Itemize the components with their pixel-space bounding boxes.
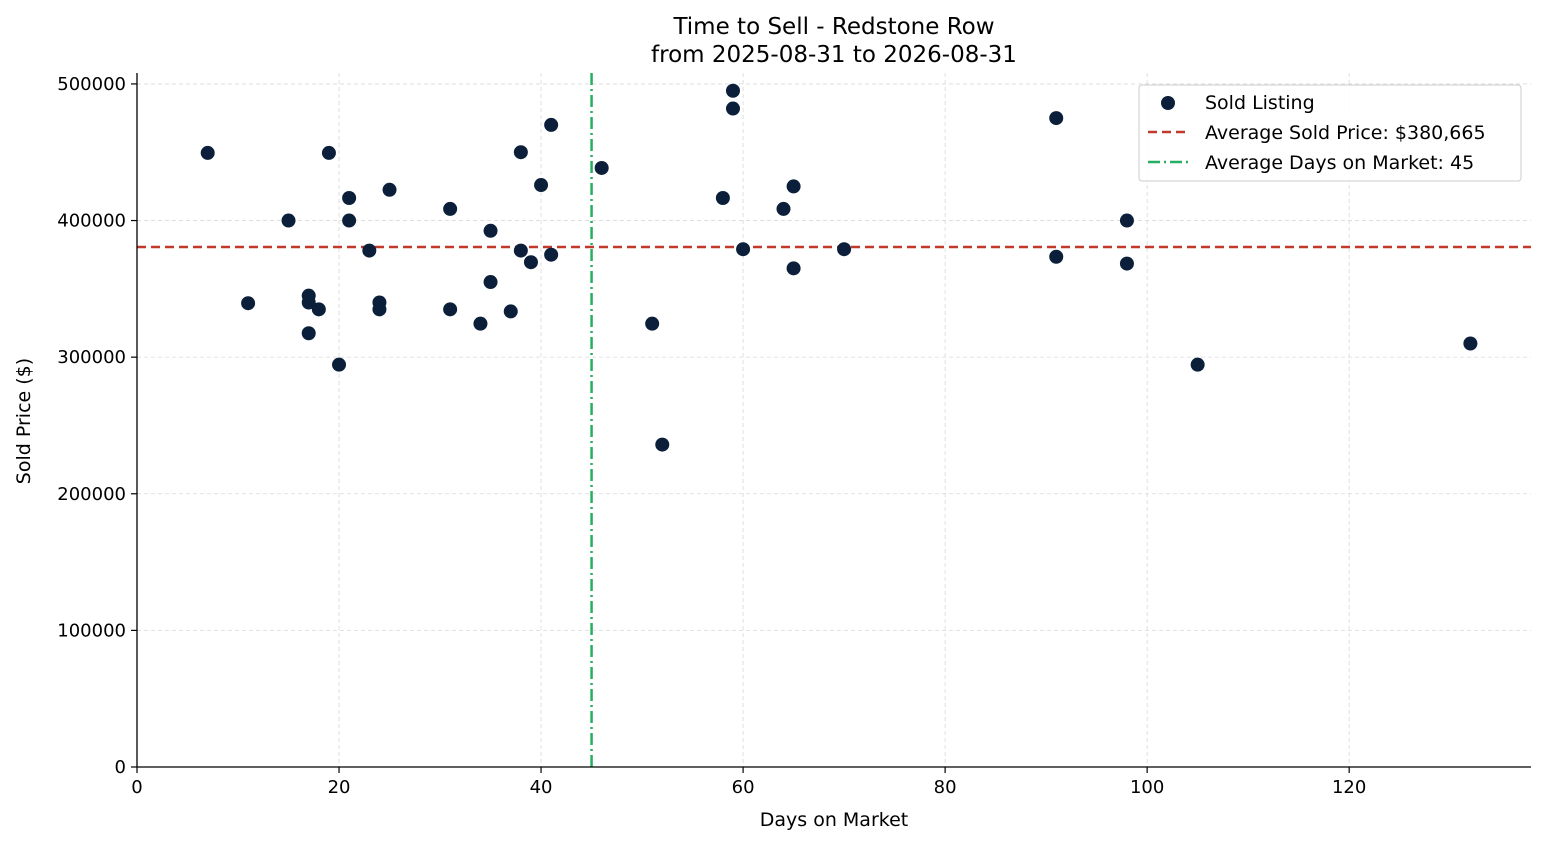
- data-point: [544, 247, 559, 262]
- x-tick-label: 0: [131, 777, 142, 798]
- data-point: [443, 302, 458, 317]
- y-axis-ticks: 0 100000 200000 300000 400000 500000: [57, 74, 137, 778]
- data-point: [594, 160, 609, 175]
- data-point: [382, 182, 397, 197]
- data-point: [443, 201, 458, 216]
- data-point: [342, 213, 357, 228]
- data-point: [200, 145, 215, 160]
- data-point: [362, 243, 377, 258]
- legend: Sold Listing Average Sold Price: $380,66…: [1138, 84, 1522, 182]
- x-tick-label: 80: [934, 777, 957, 798]
- y-tick-label: 100000: [57, 620, 126, 641]
- y-tick-label: 300000: [57, 347, 126, 368]
- axes: [136, 73, 1531, 768]
- data-point: [655, 437, 670, 452]
- y-axis-label: Sold Price ($): [13, 358, 35, 484]
- x-tick-label: 40: [530, 777, 553, 798]
- data-points: [200, 83, 1478, 452]
- data-point: [736, 242, 751, 257]
- grid: [137, 73, 1531, 767]
- data-point: [513, 243, 528, 258]
- legend-average-price-label: Average Sold Price: $380,665: [1205, 122, 1486, 144]
- x-tick-label: 60: [732, 777, 755, 798]
- legend-average-days-label: Average Days on Market: 45: [1205, 152, 1474, 174]
- data-point: [311, 302, 326, 317]
- x-tick-label: 100: [1130, 777, 1164, 798]
- x-tick-label: 20: [328, 777, 351, 798]
- data-point: [725, 83, 740, 98]
- legend-scatter-label: Sold Listing: [1205, 92, 1315, 114]
- x-axis-ticks: 0 20 40 60 80 100 120: [131, 767, 1366, 798]
- data-point: [332, 357, 347, 372]
- x-tick-label: 120: [1332, 777, 1366, 798]
- data-point: [473, 316, 488, 331]
- data-point: [786, 179, 801, 194]
- data-point: [281, 213, 296, 228]
- y-tick-label: 0: [115, 757, 126, 778]
- data-point: [837, 242, 852, 257]
- data-point: [241, 296, 256, 311]
- data-point: [715, 191, 730, 206]
- data-point: [301, 295, 316, 310]
- legend-scatter-marker: [1161, 96, 1175, 110]
- data-point: [776, 201, 791, 216]
- data-point: [1119, 213, 1134, 228]
- data-point: [1049, 249, 1064, 264]
- data-point: [786, 261, 801, 276]
- data-point: [372, 302, 387, 317]
- y-tick-label: 200000: [57, 484, 126, 505]
- y-tick-label: 400000: [57, 211, 126, 232]
- data-point: [1049, 111, 1064, 126]
- data-point: [301, 326, 316, 341]
- data-point: [483, 275, 498, 290]
- chart-subtitle: from 2025-08-31 to 2026-08-31: [651, 42, 1017, 68]
- x-axis-label: Days on Market: [760, 809, 908, 831]
- data-point: [321, 145, 336, 160]
- data-point: [513, 145, 528, 160]
- data-point: [1190, 357, 1205, 372]
- data-point: [503, 304, 518, 319]
- data-point: [645, 316, 660, 331]
- data-point: [725, 101, 740, 116]
- y-tick-label: 500000: [57, 74, 126, 95]
- legend-box: [1138, 84, 1522, 182]
- chart-title: Time to Sell - Redstone Row: [672, 14, 994, 40]
- data-point: [544, 117, 559, 132]
- data-point: [534, 178, 549, 193]
- data-point: [1119, 256, 1134, 271]
- data-point: [523, 255, 538, 270]
- data-point: [342, 191, 357, 206]
- data-point: [483, 223, 498, 238]
- data-point: [1463, 336, 1478, 351]
